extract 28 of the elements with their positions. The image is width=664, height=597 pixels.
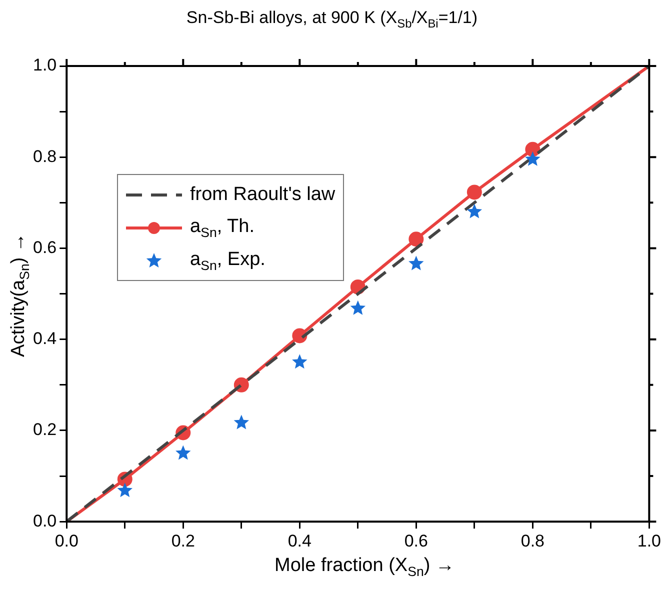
- y-tick-label: 0.0: [32, 511, 57, 530]
- x-tick-label: 0.0: [54, 531, 78, 550]
- y-tick-label: 0.8: [32, 146, 57, 166]
- y-tick-label: 0.4: [32, 329, 57, 348]
- legend-label: a$_{Sn}$, Th.: [190, 216, 255, 240]
- point: [117, 482, 132, 498]
- y-tick-label: 1.0: [32, 56, 57, 75]
- x-tick-label: 0.8: [520, 531, 544, 550]
- x-axis-title: Mole fraction (X$_{Sn}$) →: [274, 555, 456, 579]
- legend-label: from Raoult's law: [190, 184, 336, 206]
- point: [292, 354, 308, 369]
- x-tick-label: 0.6: [404, 531, 428, 550]
- point: [466, 204, 482, 218]
- y-tick-label: 0.2: [32, 420, 57, 440]
- point: [234, 414, 250, 430]
- point: [525, 142, 540, 157]
- legend-label: a$_{Sn}$, Exp.: [190, 248, 266, 272]
- point: [408, 232, 424, 247]
- chart-title: Sn-Sb-Bi alloys, at 900 K (X$_{Sb}$/X$_{Bi}$=1/1): [185, 8, 479, 30]
- point: [350, 300, 366, 315]
- y-tick-label: 0.6: [32, 238, 57, 257]
- point: [176, 445, 191, 460]
- x-tick-label: 1.0: [637, 531, 662, 550]
- x-tick-label: 0.4: [288, 531, 312, 550]
- point: [408, 256, 424, 270]
- x-tick-label: 0.2: [171, 531, 195, 550]
- point: [525, 151, 540, 166]
- point: [466, 184, 482, 200]
